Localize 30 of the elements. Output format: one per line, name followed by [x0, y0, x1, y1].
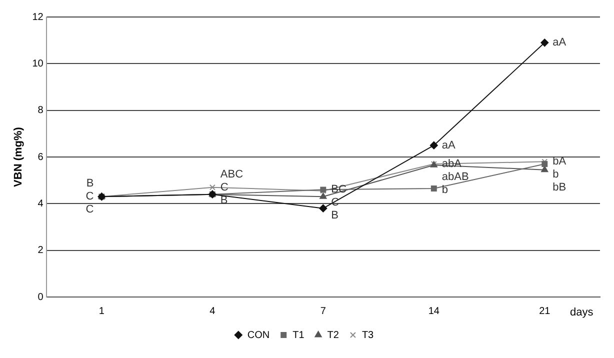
- annotation: C: [86, 204, 94, 216]
- x-tick-label: 4: [210, 306, 216, 317]
- y-tick-label: 8: [38, 105, 44, 116]
- legend-label: T1: [292, 330, 305, 341]
- y-tick-label: 4: [38, 198, 44, 210]
- x-tick-label: 1: [98, 306, 105, 317]
- y-tick-label: 10: [32, 58, 44, 70]
- x-axis-title: days: [570, 306, 594, 319]
- annotation: b: [442, 184, 448, 196]
- y-tick-label: 2: [38, 245, 44, 256]
- annotation: C: [86, 190, 94, 203]
- annotation: ABC: [220, 168, 244, 180]
- legend-label: T3: [362, 330, 374, 341]
- y-tick-label: 0: [38, 292, 44, 303]
- annotation: abAB: [442, 171, 469, 184]
- y-axis-title: VBN (mg%): [12, 126, 25, 187]
- y-tick-label: 6: [38, 152, 44, 163]
- x-tick-label: 21: [539, 306, 551, 317]
- annotation: B: [331, 210, 339, 222]
- legend-label: CON: [247, 330, 270, 341]
- x-tick-label: 14: [428, 306, 440, 317]
- annotation: bA: [552, 156, 567, 168]
- annotation: bB: [552, 182, 566, 194]
- annotation: B: [86, 178, 94, 190]
- y-tick-label: 12: [32, 12, 44, 23]
- annotation: b: [552, 168, 559, 181]
- x-tick-label: 7: [320, 306, 326, 317]
- annotation: aA: [442, 139, 456, 152]
- legend-label: T2: [327, 330, 340, 341]
- annotation: aA: [552, 36, 567, 49]
